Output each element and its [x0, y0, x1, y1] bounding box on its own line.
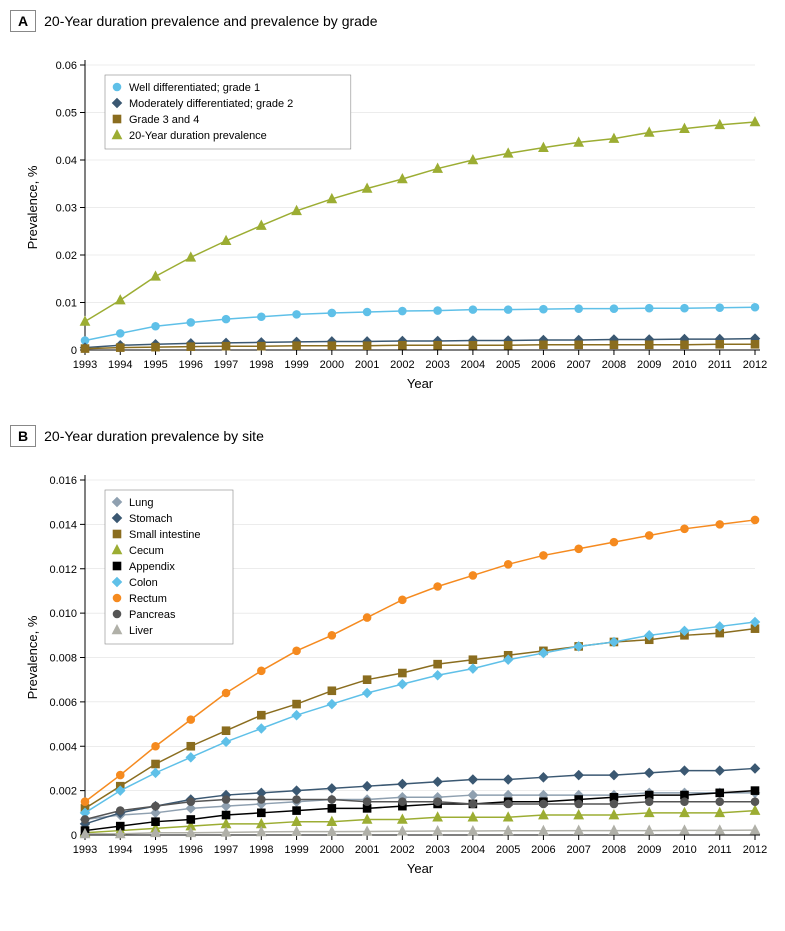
- svg-text:2010: 2010: [672, 359, 696, 371]
- svg-text:2005: 2005: [496, 359, 520, 371]
- svg-text:1997: 1997: [214, 359, 238, 371]
- svg-text:0.03: 0.03: [56, 203, 77, 215]
- svg-text:2004: 2004: [461, 844, 485, 856]
- svg-text:0.016: 0.016: [49, 475, 77, 487]
- svg-text:2000: 2000: [320, 844, 344, 856]
- svg-text:0.006: 0.006: [49, 697, 77, 709]
- panel-a-letter: A: [10, 10, 36, 32]
- svg-text:Small intestine: Small intestine: [129, 529, 201, 541]
- svg-text:2002: 2002: [390, 844, 414, 856]
- svg-text:2002: 2002: [390, 359, 414, 371]
- svg-text:Year: Year: [407, 861, 434, 876]
- svg-text:2012: 2012: [743, 359, 767, 371]
- svg-text:0.004: 0.004: [49, 741, 77, 753]
- panel-a-header: A 20-Year duration prevalence and preval…: [10, 10, 785, 32]
- panel-a-title: 20-Year duration prevalence and prevalen…: [44, 13, 377, 29]
- panel-b: B 20-Year duration prevalence by site 00…: [10, 425, 785, 885]
- svg-text:2005: 2005: [496, 844, 520, 856]
- svg-text:Moderately differentiated; gra: Moderately differentiated; grade 2: [129, 98, 293, 110]
- svg-text:Pancreas: Pancreas: [129, 609, 176, 621]
- svg-text:1997: 1997: [214, 844, 238, 856]
- svg-text:2003: 2003: [425, 359, 449, 371]
- svg-text:2010: 2010: [672, 844, 696, 856]
- svg-text:2011: 2011: [708, 359, 732, 371]
- svg-text:2007: 2007: [566, 844, 590, 856]
- svg-text:0.01: 0.01: [56, 298, 77, 310]
- svg-text:2003: 2003: [425, 844, 449, 856]
- svg-text:2004: 2004: [461, 359, 485, 371]
- panel-b-title: 20-Year duration prevalence by site: [44, 428, 264, 444]
- svg-text:0.012: 0.012: [49, 564, 77, 576]
- svg-text:Prevalence, %: Prevalence, %: [25, 165, 40, 249]
- svg-text:Well differentiated; grade 1: Well differentiated; grade 1: [129, 82, 260, 94]
- svg-text:2007: 2007: [566, 359, 590, 371]
- svg-text:1998: 1998: [249, 359, 273, 371]
- svg-text:1993: 1993: [73, 359, 97, 371]
- svg-text:2009: 2009: [637, 359, 661, 371]
- svg-text:2011: 2011: [708, 844, 732, 856]
- svg-text:0.008: 0.008: [49, 653, 77, 665]
- svg-text:0.010: 0.010: [49, 608, 77, 620]
- svg-text:Lung: Lung: [129, 497, 153, 509]
- svg-text:Colon: Colon: [129, 577, 158, 589]
- svg-text:1993: 1993: [73, 844, 97, 856]
- svg-text:0.002: 0.002: [49, 786, 77, 798]
- svg-text:1999: 1999: [284, 844, 308, 856]
- chart-a-svg: 0 0.01 0.02 0.03 0.04 0.05 0.06 1993 1994 1995 199…: [10, 40, 775, 400]
- svg-text:1995: 1995: [143, 844, 167, 856]
- svg-text:20-Year duration prevalence: 20-Year duration prevalence: [129, 130, 267, 142]
- svg-text:Liver: Liver: [129, 625, 153, 637]
- svg-text:1996: 1996: [179, 844, 203, 856]
- panel-a: A 20-Year duration prevalence and preval…: [10, 10, 785, 400]
- svg-text:0.05: 0.05: [56, 108, 77, 120]
- svg-text:1996: 1996: [179, 359, 203, 371]
- svg-text:2001: 2001: [355, 844, 379, 856]
- panel-b-header: B 20-Year duration prevalence by site: [10, 425, 785, 447]
- svg-text:1999: 1999: [284, 359, 308, 371]
- svg-text:2008: 2008: [602, 844, 626, 856]
- panel-b-letter: B: [10, 425, 36, 447]
- chart-a-wrap: 0 0.01 0.02 0.03 0.04 0.05 0.06 1993 1994 1995 199…: [10, 40, 785, 400]
- svg-text:Stomach: Stomach: [129, 513, 172, 525]
- chart-b-svg: 0 0.002 0.004 0.006 0.008 0.010 0.012 0.014 0.01…: [10, 455, 775, 885]
- svg-text:1994: 1994: [108, 844, 132, 856]
- svg-text:2000: 2000: [320, 359, 344, 371]
- svg-text:2012: 2012: [743, 844, 767, 856]
- svg-text:Grade 3 and 4: Grade 3 and 4: [129, 114, 199, 126]
- svg-text:Appendix: Appendix: [129, 561, 175, 573]
- svg-text:2006: 2006: [531, 844, 555, 856]
- svg-text:0: 0: [71, 345, 77, 357]
- svg-text:0.04: 0.04: [56, 155, 77, 167]
- svg-text:0: 0: [71, 830, 77, 842]
- svg-text:2001: 2001: [355, 359, 379, 371]
- chart-b-wrap: 0 0.002 0.004 0.006 0.008 0.010 0.012 0.014 0.01…: [10, 455, 785, 885]
- svg-text:1995: 1995: [143, 359, 167, 371]
- svg-text:Cecum: Cecum: [129, 545, 164, 557]
- svg-text:1994: 1994: [108, 359, 132, 371]
- svg-text:0.02: 0.02: [56, 250, 77, 262]
- svg-text:2008: 2008: [602, 359, 626, 371]
- svg-text:Rectum: Rectum: [129, 593, 167, 605]
- svg-text:1998: 1998: [249, 844, 273, 856]
- svg-text:Prevalence, %: Prevalence, %: [25, 615, 40, 699]
- svg-text:0.06: 0.06: [56, 60, 77, 72]
- svg-text:2009: 2009: [637, 844, 661, 856]
- svg-text:2006: 2006: [531, 359, 555, 371]
- svg-text:Year: Year: [407, 376, 434, 391]
- svg-text:0.014: 0.014: [49, 519, 77, 531]
